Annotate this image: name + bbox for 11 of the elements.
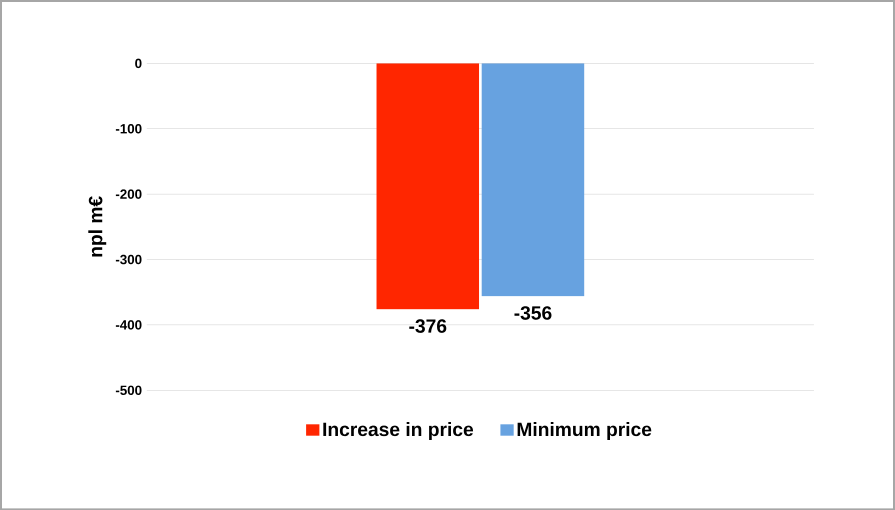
y-tick-label: -400: [116, 320, 142, 330]
data-label: -356: [514, 306, 552, 320]
y-tick-label: 0: [135, 58, 142, 68]
y-tick-label: -500: [116, 385, 142, 395]
legend-label: Minimum price: [518, 422, 652, 440]
y-tick-label: -200: [116, 189, 142, 199]
y-tick-label: -100: [116, 124, 142, 134]
legend-label: Increase in price: [323, 422, 474, 440]
data-label: -376: [409, 319, 446, 333]
y-axis-title: npl m€: [88, 196, 106, 256]
y-tick-label: -300: [116, 254, 142, 264]
